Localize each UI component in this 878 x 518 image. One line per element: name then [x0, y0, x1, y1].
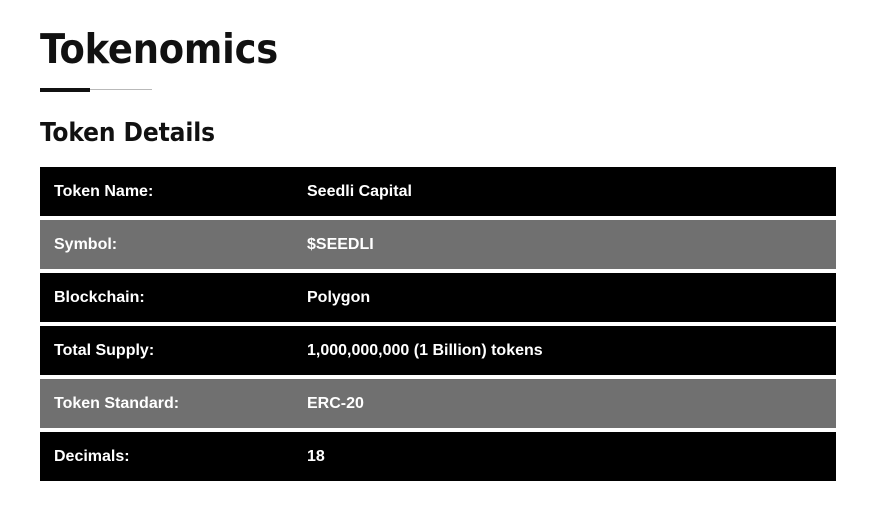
table-row: Symbol: $SEEDLI: [40, 220, 836, 269]
rule-thick-segment: [40, 88, 90, 92]
row-value: Polygon: [307, 288, 371, 306]
row-value: 1,000,000,000 (1 Billion) tokens: [307, 341, 543, 359]
row-label: Token Name:: [54, 182, 154, 200]
token-details-table: Token Name: Seedli Capital Symbol: $SEEDLI B…: [40, 167, 836, 481]
row-label: Decimals:: [54, 447, 130, 465]
table-row: Blockchain: Polygon: [40, 273, 836, 322]
row-value: 18: [307, 447, 325, 465]
row-label: Symbol:: [54, 235, 118, 253]
table-row: Token Standard: ERC-20: [40, 379, 836, 428]
row-value: $SEEDLI: [307, 235, 374, 253]
row-label: Blockchain:: [54, 288, 145, 306]
page-title: Tokenomics: [40, 25, 279, 73]
table-row: Decimals: 18: [40, 432, 836, 481]
rule-thin-segment: [90, 89, 152, 90]
row-label: Total Supply:: [54, 341, 155, 359]
title-underline-rule: [40, 88, 152, 94]
row-label: Token Standard:: [54, 394, 180, 412]
row-value: Seedli Capital: [307, 182, 412, 200]
row-value: ERC-20: [307, 394, 364, 412]
table-row: Token Name: Seedli Capital: [40, 167, 836, 216]
table-row: Total Supply: 1,000,000,000 (1 Billion) t…: [40, 326, 836, 375]
section-title-token-details: Token Details: [40, 118, 215, 148]
